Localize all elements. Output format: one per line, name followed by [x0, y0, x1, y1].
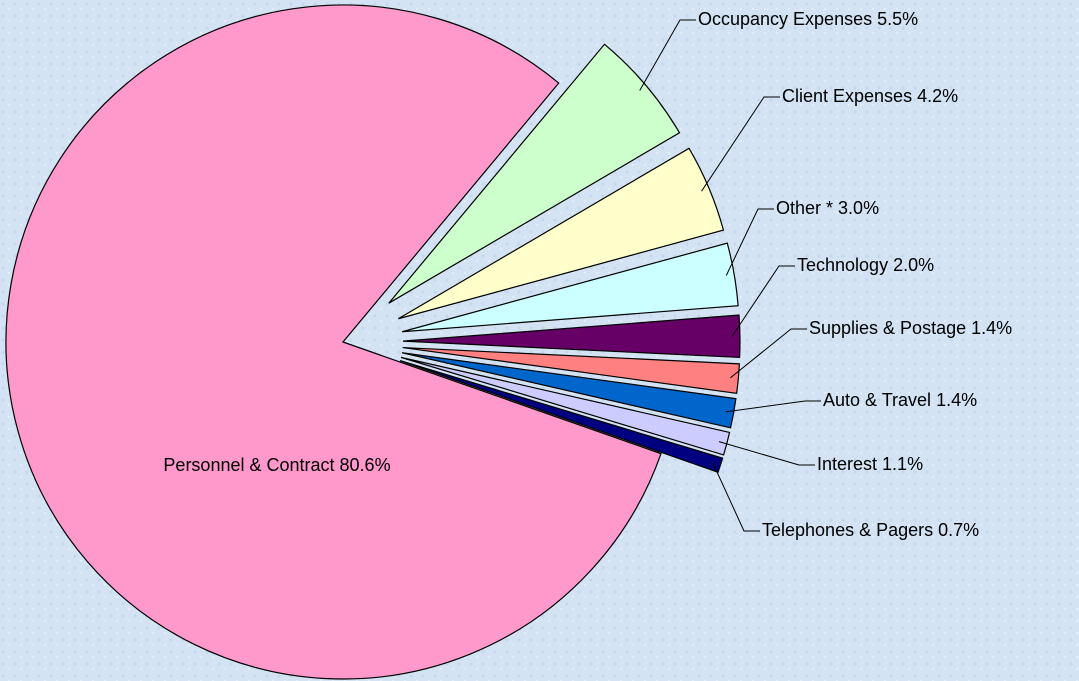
- slice-name: Interest: [817, 454, 877, 474]
- slice-name: Supplies & Postage: [809, 318, 966, 338]
- slice-value: 1.4%: [971, 318, 1012, 338]
- slice-label: Personnel & Contract 80.6%: [163, 455, 390, 475]
- leader-line: [730, 328, 807, 379]
- slice-value: 5.5%: [877, 9, 918, 29]
- pie-slice: [401, 352, 737, 429]
- slice-name: Client Expenses: [782, 86, 912, 106]
- slice-name: Auto & Travel: [823, 390, 931, 410]
- slice-name: Other *: [776, 198, 833, 218]
- pie-slice: [402, 314, 741, 359]
- leader-line: [725, 400, 821, 413]
- leader-line: [701, 96, 780, 192]
- slice-value: 80.6%: [340, 455, 391, 475]
- pie-slice: [402, 346, 740, 395]
- slice-name: Technology: [797, 255, 888, 275]
- slice-label: Client Expenses 4.2%: [782, 86, 958, 106]
- slice-value: 0.7%: [938, 520, 979, 540]
- pie-slice: [398, 147, 725, 320]
- pie-slice: [388, 43, 681, 304]
- slice-value: 4.2%: [917, 86, 958, 106]
- leader-line: [639, 19, 696, 91]
- slice-value: 1.4%: [936, 390, 977, 410]
- slice-value: 1.1%: [882, 454, 923, 474]
- slice-label: Supplies & Postage 1.4%: [809, 318, 1012, 338]
- slice-value: 2.0%: [893, 255, 934, 275]
- leader-line: [725, 208, 774, 276]
- pie-slice: [399, 360, 724, 474]
- slice-label: Technology 2.0%: [797, 255, 934, 275]
- leader-line: [718, 441, 815, 466]
- slice-value: 3.0%: [838, 198, 879, 218]
- slice-name: Telephones & Pagers: [762, 520, 933, 540]
- pie-slice: [5, 4, 662, 680]
- leader-line: [712, 462, 760, 532]
- slice-label: Interest 1.1%: [817, 454, 923, 474]
- slice-label: Telephones & Pagers 0.7%: [762, 520, 979, 540]
- pie-slice: [401, 242, 739, 333]
- slice-label: Occupancy Expenses 5.5%: [698, 9, 918, 29]
- slice-name: Personnel & Contract: [163, 455, 334, 475]
- leader-line: [731, 265, 795, 337]
- slice-name: Occupancy Expenses: [698, 9, 872, 29]
- slice-label: Auto & Travel 1.4%: [823, 390, 977, 410]
- slice-label: Other * 3.0%: [776, 198, 879, 218]
